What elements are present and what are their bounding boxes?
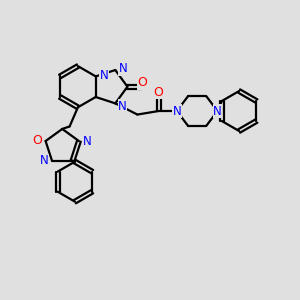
Text: N: N (213, 104, 222, 118)
Text: N: N (172, 104, 181, 118)
Text: N: N (39, 154, 48, 167)
Text: O: O (154, 86, 164, 99)
Text: N: N (100, 69, 109, 82)
Text: O: O (137, 76, 147, 89)
Text: N: N (119, 62, 128, 75)
Text: O: O (32, 134, 42, 147)
Text: N: N (118, 100, 127, 113)
Text: N: N (83, 135, 92, 148)
